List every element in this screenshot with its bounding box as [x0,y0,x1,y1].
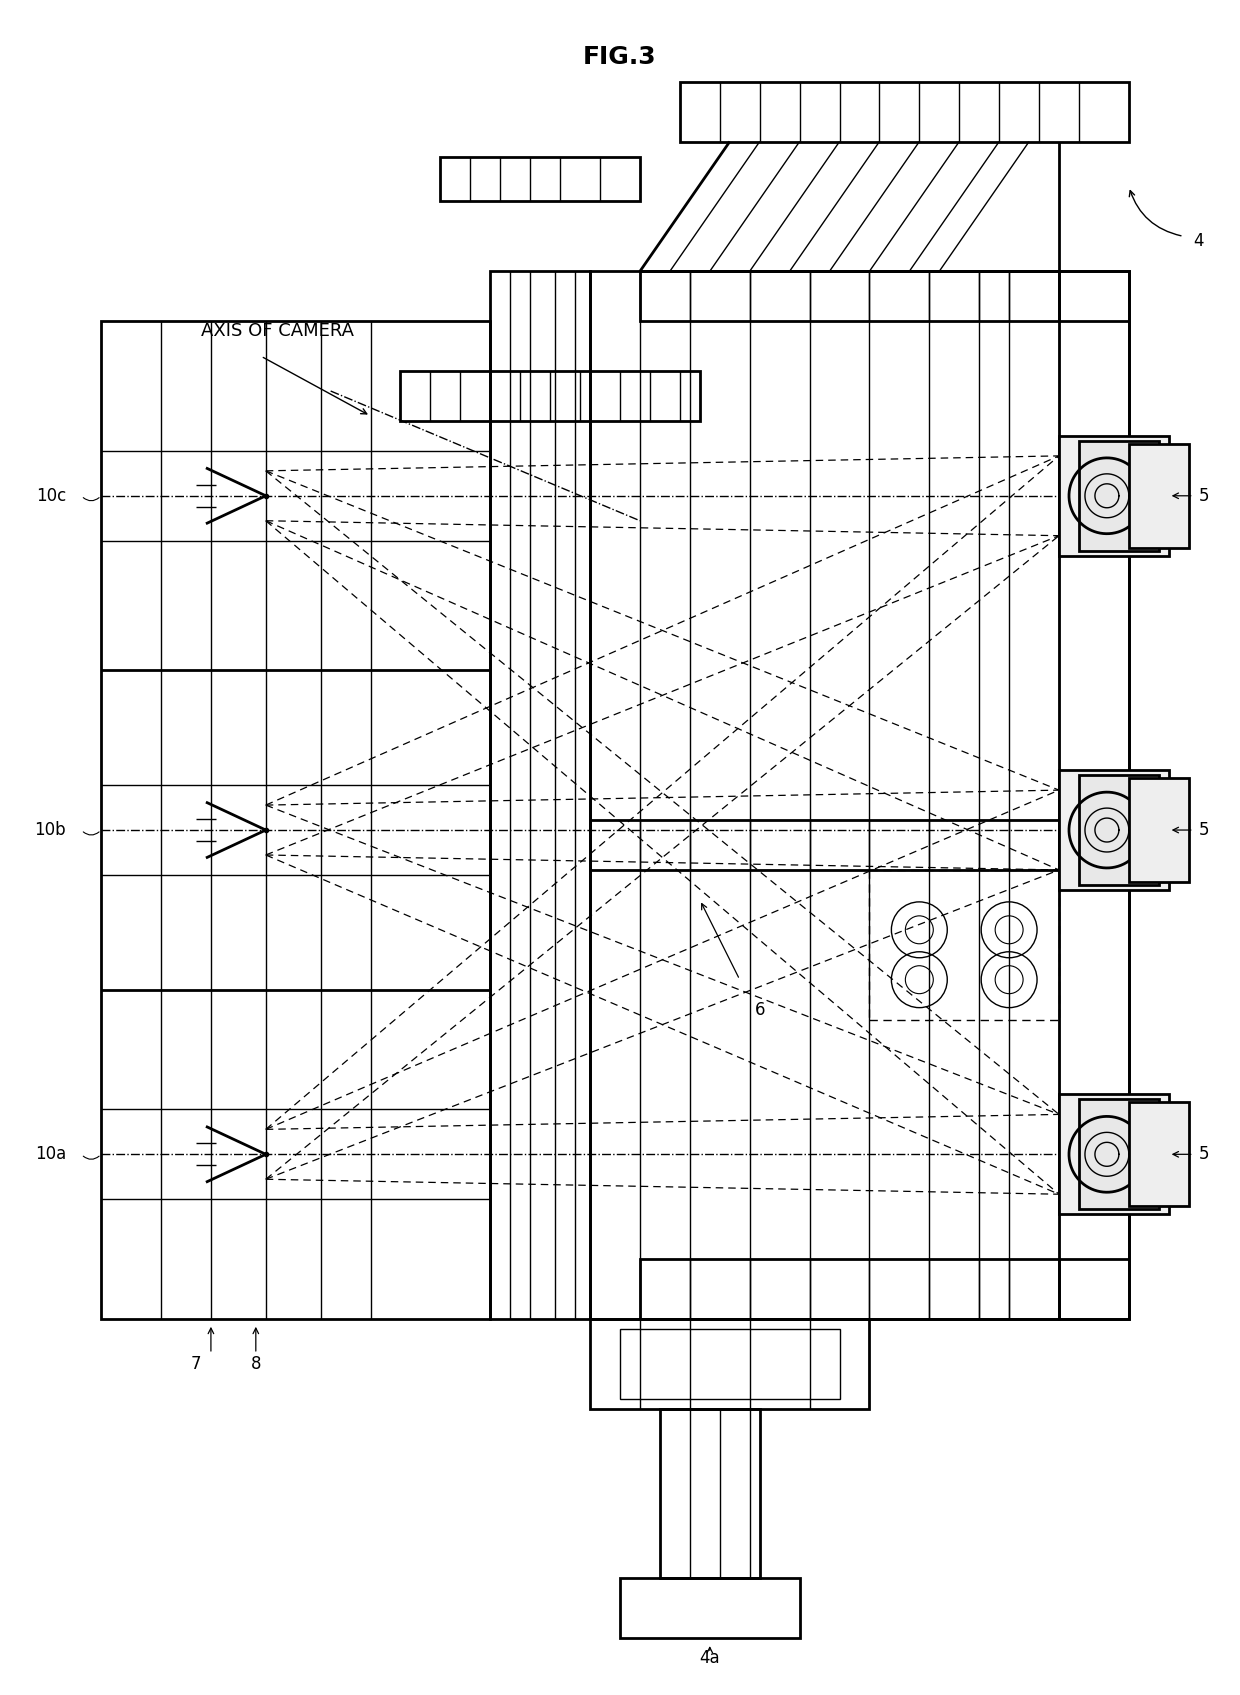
Text: 6: 6 [754,1000,765,1019]
Text: 5: 5 [1199,820,1209,839]
Bar [640,1259,1059,1319]
Bar [1079,775,1159,885]
Text: 4: 4 [1194,232,1204,251]
Text: 5: 5 [1199,1146,1209,1163]
Text: 10c: 10c [36,486,66,505]
Text: FIG.3: FIG.3 [583,44,657,69]
Bar [660,1409,760,1578]
Bar [440,156,640,202]
Text: 5: 5 [1199,486,1209,505]
Text: 8: 8 [250,1354,262,1373]
Bar [102,320,490,1319]
Bar [1128,1102,1189,1207]
Bar [590,1319,869,1409]
Text: 10b: 10b [35,820,66,839]
Bar [1059,436,1169,556]
Bar [1128,444,1189,547]
Text: 4a: 4a [699,1649,720,1668]
Text: AXIS OF CAMERA: AXIS OF CAMERA [201,322,353,341]
Text: 7: 7 [191,1354,201,1373]
Bar [401,371,699,420]
Bar [590,820,1059,870]
Bar [1059,770,1169,890]
Bar [620,1578,800,1639]
Bar [1079,1100,1159,1209]
Bar [1059,1095,1169,1214]
Bar [640,271,1059,320]
Text: 10a: 10a [35,1146,66,1163]
Bar [620,1329,839,1398]
Bar [590,271,1128,1319]
Bar [490,271,590,1319]
Bar [1059,271,1128,1319]
Bar [680,81,1128,142]
Bar [1079,441,1159,551]
Bar [1128,778,1189,881]
